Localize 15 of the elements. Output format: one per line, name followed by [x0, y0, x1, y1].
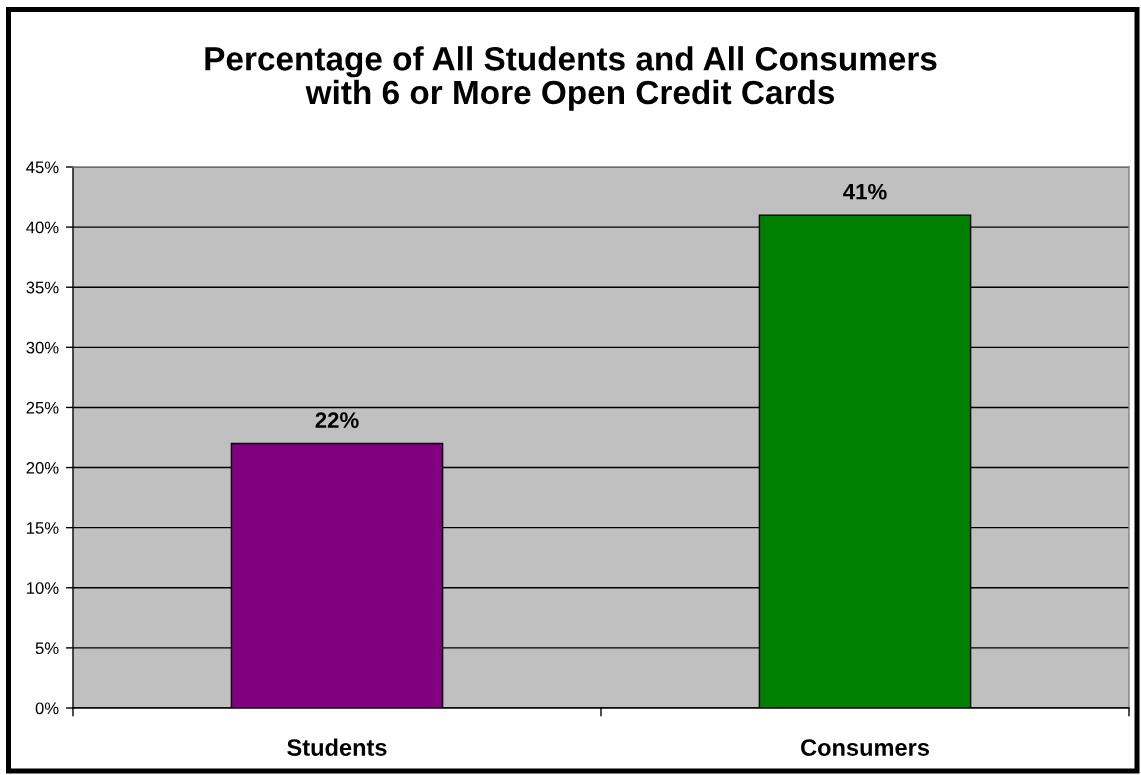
- x-tick-label: Consumers: [801, 739, 929, 756]
- x-tick-label: Students: [287, 738, 387, 756]
- y-tick-label: 10%: [27, 582, 59, 594]
- y-tick-label: 25%: [26, 401, 59, 414]
- y-tick-label: 35%: [26, 281, 59, 294]
- y-tick-label: 5%: [35, 642, 59, 655]
- data-label: 41%: [843, 183, 887, 200]
- y-tick-label: 45%: [26, 161, 59, 174]
- data-label: 22%: [315, 412, 359, 428]
- y-tick-label: 30%: [26, 341, 59, 354]
- chart-title: Percentage of All Students and All Consumers with 6 or More Open Credit Cards: [205, 46, 937, 111]
- y-tick-label: 0%: [35, 702, 59, 715]
- y-tick-label: 20%: [26, 461, 59, 474]
- y-tick-label: 15%: [27, 522, 59, 534]
- y-tick-label: 40%: [26, 221, 59, 234]
